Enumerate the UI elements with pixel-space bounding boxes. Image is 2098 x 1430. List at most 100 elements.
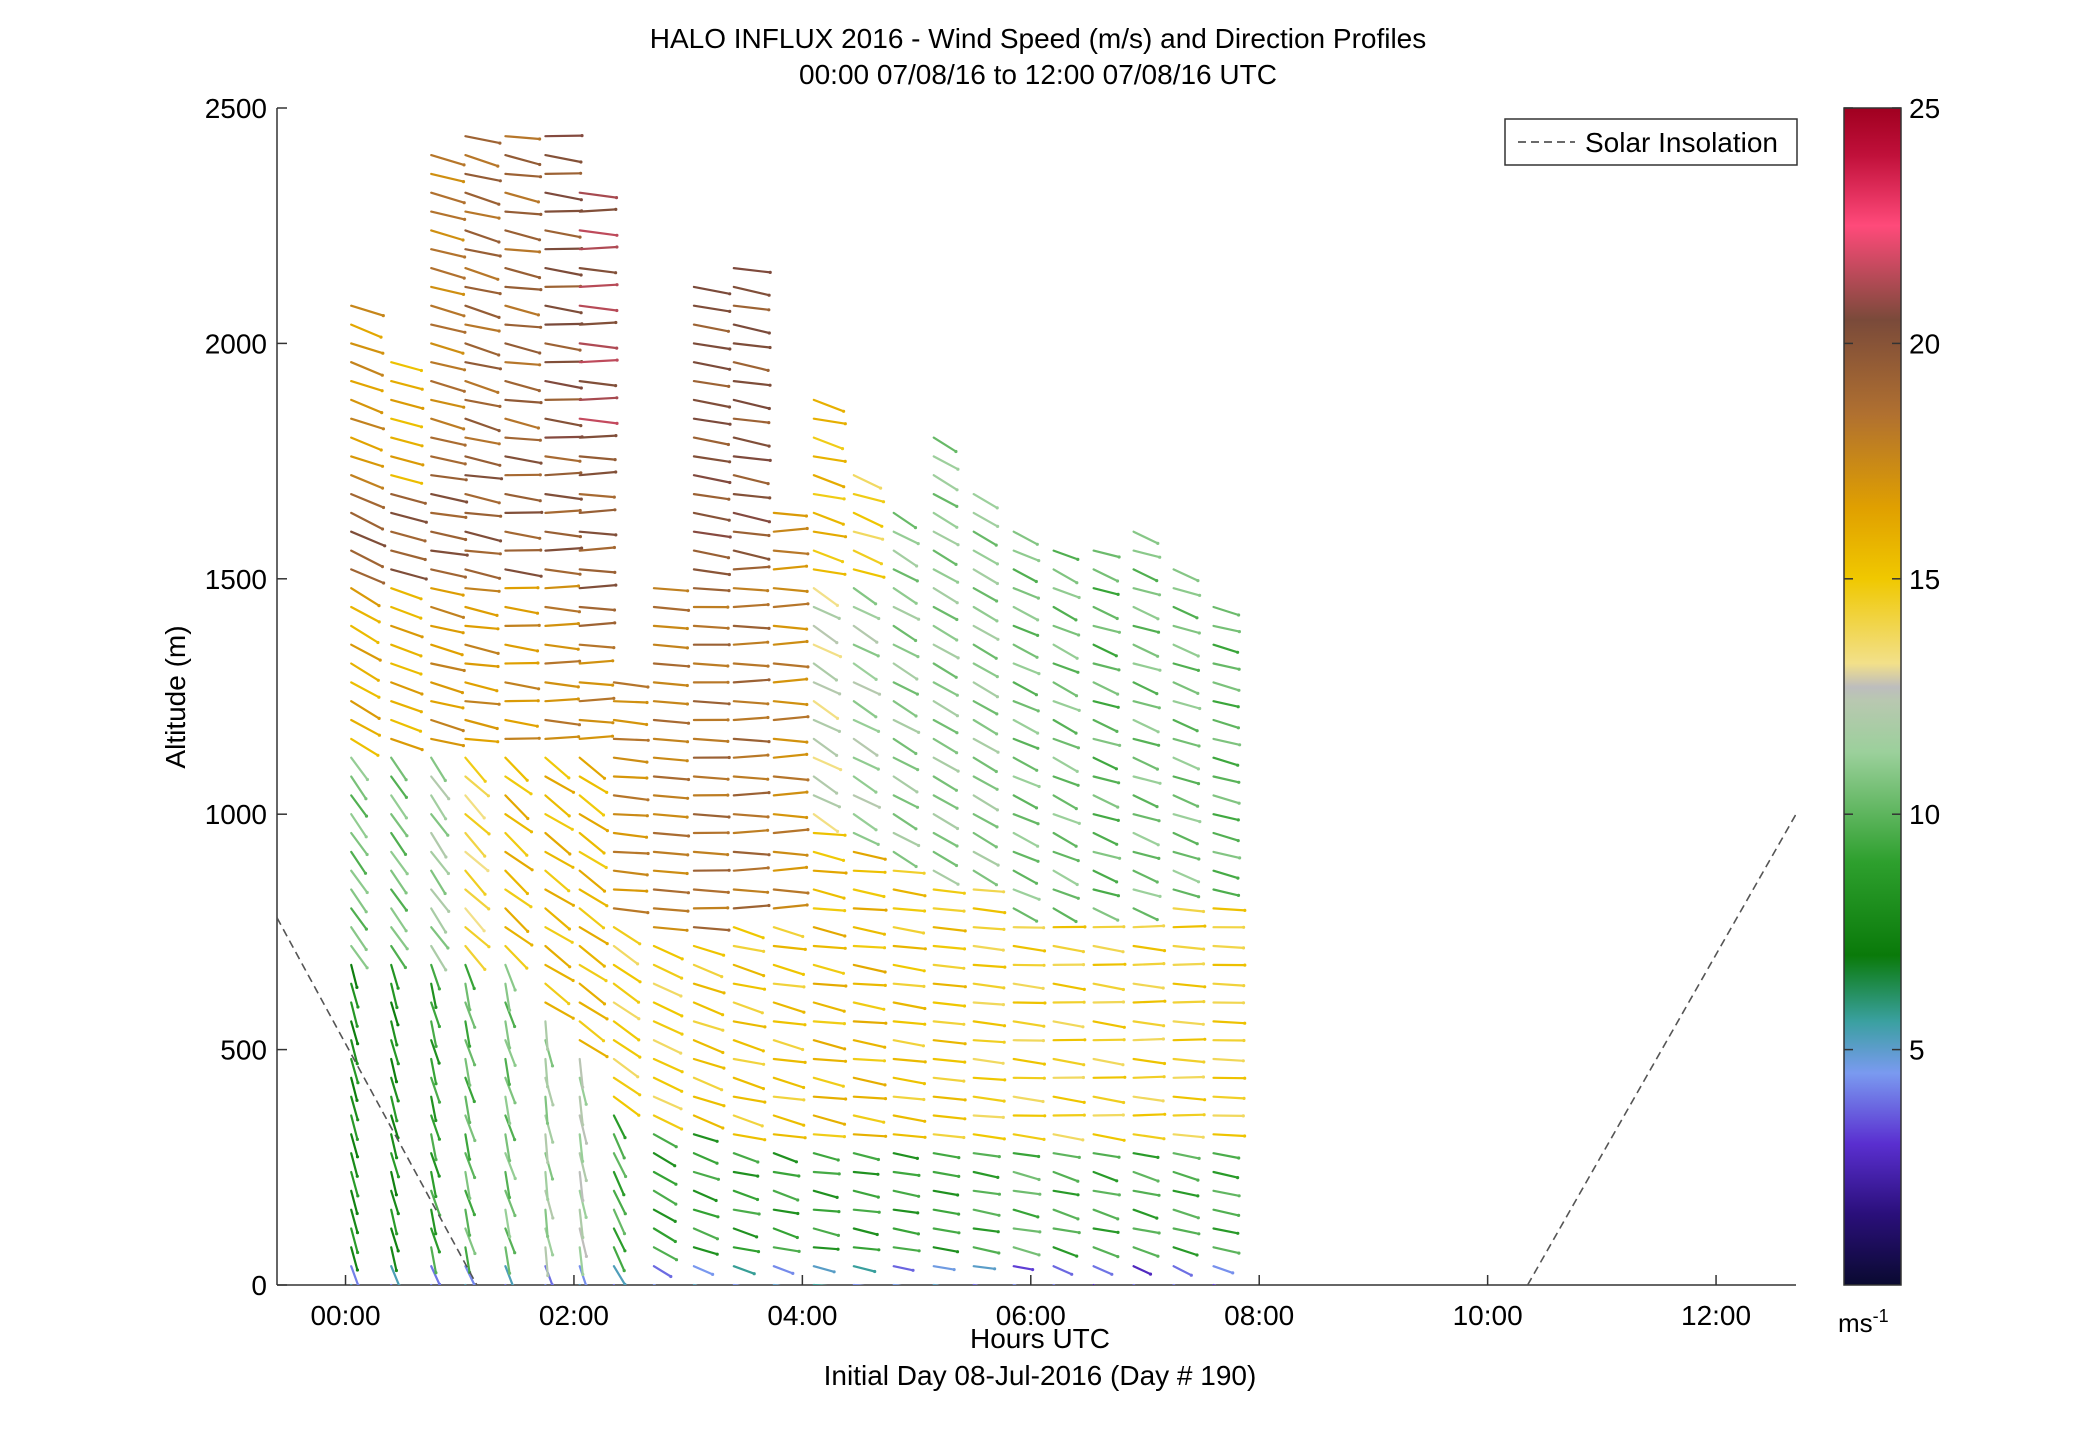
colorbar-tick-label: 10 — [1909, 799, 1940, 830]
wind-vector — [1174, 1002, 1204, 1003]
wind-vector — [1094, 1229, 1118, 1233]
wind-vector — [1014, 927, 1044, 928]
wind-vector-head — [1237, 1214, 1240, 1217]
wind-vector-head — [1238, 743, 1241, 746]
wind-vector-head — [842, 859, 845, 862]
wind-vector-head — [507, 1303, 510, 1306]
wind-vector-head — [637, 1114, 640, 1117]
wind-vector-head — [1043, 949, 1046, 952]
wind-vector-head — [462, 406, 465, 409]
wind-vector-head — [1197, 669, 1200, 672]
wind-vector-head — [1197, 857, 1200, 860]
wind-vector-head — [766, 641, 769, 644]
wind-vector — [1214, 1247, 1239, 1253]
wind-vector — [934, 664, 957, 678]
wind-vector-head — [638, 1093, 641, 1096]
wind-vector — [694, 325, 729, 332]
wind-vector-head — [917, 542, 920, 545]
wind-vector-head — [872, 1285, 875, 1288]
wind-vector — [1214, 1021, 1245, 1023]
wind-vector-head — [957, 656, 960, 659]
wind-vector — [854, 1210, 879, 1213]
wind-vector — [854, 664, 876, 680]
wind-vector-head — [1202, 948, 1205, 951]
wind-vector — [1174, 1247, 1197, 1255]
wind-vector — [654, 701, 688, 704]
wind-vector — [974, 908, 1005, 912]
wind-vector-head — [806, 903, 809, 906]
wind-vector — [734, 1021, 765, 1027]
wind-vector — [654, 758, 687, 761]
solar-insolation-segment — [277, 918, 477, 1285]
wind-vector — [894, 720, 919, 732]
wind-vector — [1174, 1266, 1192, 1275]
wind-vector-head — [395, 1006, 398, 1009]
wind-vector-head — [1156, 1156, 1159, 1159]
wind-vector — [654, 1285, 672, 1295]
wind-vector-head — [768, 407, 771, 410]
wind-vector-head — [722, 1067, 725, 1070]
wind-vector — [1094, 1266, 1112, 1274]
wind-vector — [734, 362, 768, 370]
wind-vector — [391, 551, 425, 560]
wind-vector-head — [1037, 672, 1040, 675]
wind-vector-head — [538, 737, 541, 740]
wind-vector-head — [964, 985, 967, 988]
wind-vector-head — [499, 254, 502, 257]
wind-vector-head — [1158, 669, 1161, 672]
wind-vector — [431, 645, 462, 655]
wind-vector-head — [461, 352, 464, 355]
wind-vector — [431, 343, 463, 353]
wind-vector-head — [763, 988, 766, 991]
wind-vector — [934, 588, 958, 603]
wind-vector-head — [1116, 919, 1119, 922]
wind-vector-head — [508, 1159, 511, 1162]
wind-vector — [654, 908, 688, 911]
wind-vector-head — [798, 1250, 801, 1253]
wind-vector — [1054, 701, 1080, 710]
wind-vector-head — [728, 573, 731, 576]
wind-vector-head — [727, 831, 730, 834]
wind-vector-head — [551, 1253, 554, 1256]
wind-vector — [465, 268, 497, 279]
wind-vector-head — [922, 1044, 925, 1047]
wind-vector — [1174, 1097, 1205, 1100]
wind-vector-head — [914, 752, 917, 755]
wind-vector-head — [796, 1212, 799, 1215]
wind-vector — [934, 984, 966, 987]
wind-vector — [431, 230, 463, 240]
wind-vector — [734, 1266, 754, 1274]
wind-vector — [1134, 984, 1164, 988]
wind-vector — [974, 701, 997, 714]
wind-vector-head — [954, 563, 957, 566]
wind-vector — [545, 586, 578, 588]
wind-vector — [774, 513, 807, 516]
wind-vector — [1094, 626, 1120, 632]
wind-vector-head — [1238, 630, 1241, 633]
wind-vector-head — [1122, 1101, 1125, 1104]
wind-vector-head — [875, 678, 878, 681]
wind-vector — [1214, 645, 1238, 653]
wind-vector — [854, 1229, 877, 1235]
wind-vector-head — [406, 872, 409, 875]
wind-vector-head — [1196, 1194, 1199, 1197]
wind-profile-column — [1174, 569, 1207, 1297]
wind-vector-head — [605, 1055, 608, 1058]
wind-vector-head — [1076, 1193, 1079, 1196]
wind-vector — [934, 494, 957, 506]
wind-vector — [391, 1285, 397, 1304]
wind-vector-head — [1116, 806, 1119, 809]
wind-profile-column — [465, 136, 503, 1307]
wind-vector — [545, 699, 578, 701]
x-tick-label: 00:00 — [310, 1300, 380, 1331]
wind-vector — [505, 720, 537, 726]
wind-vector — [1094, 814, 1119, 820]
wind-vector — [814, 814, 838, 831]
wind-vector-head — [463, 368, 466, 371]
wind-vector-head — [1115, 1179, 1118, 1182]
wind-vector — [1094, 1097, 1124, 1103]
wind-vector-head — [1036, 732, 1039, 735]
wind-vector — [1214, 1172, 1238, 1178]
wind-vector — [614, 833, 647, 837]
wind-vector-head — [1155, 692, 1158, 695]
